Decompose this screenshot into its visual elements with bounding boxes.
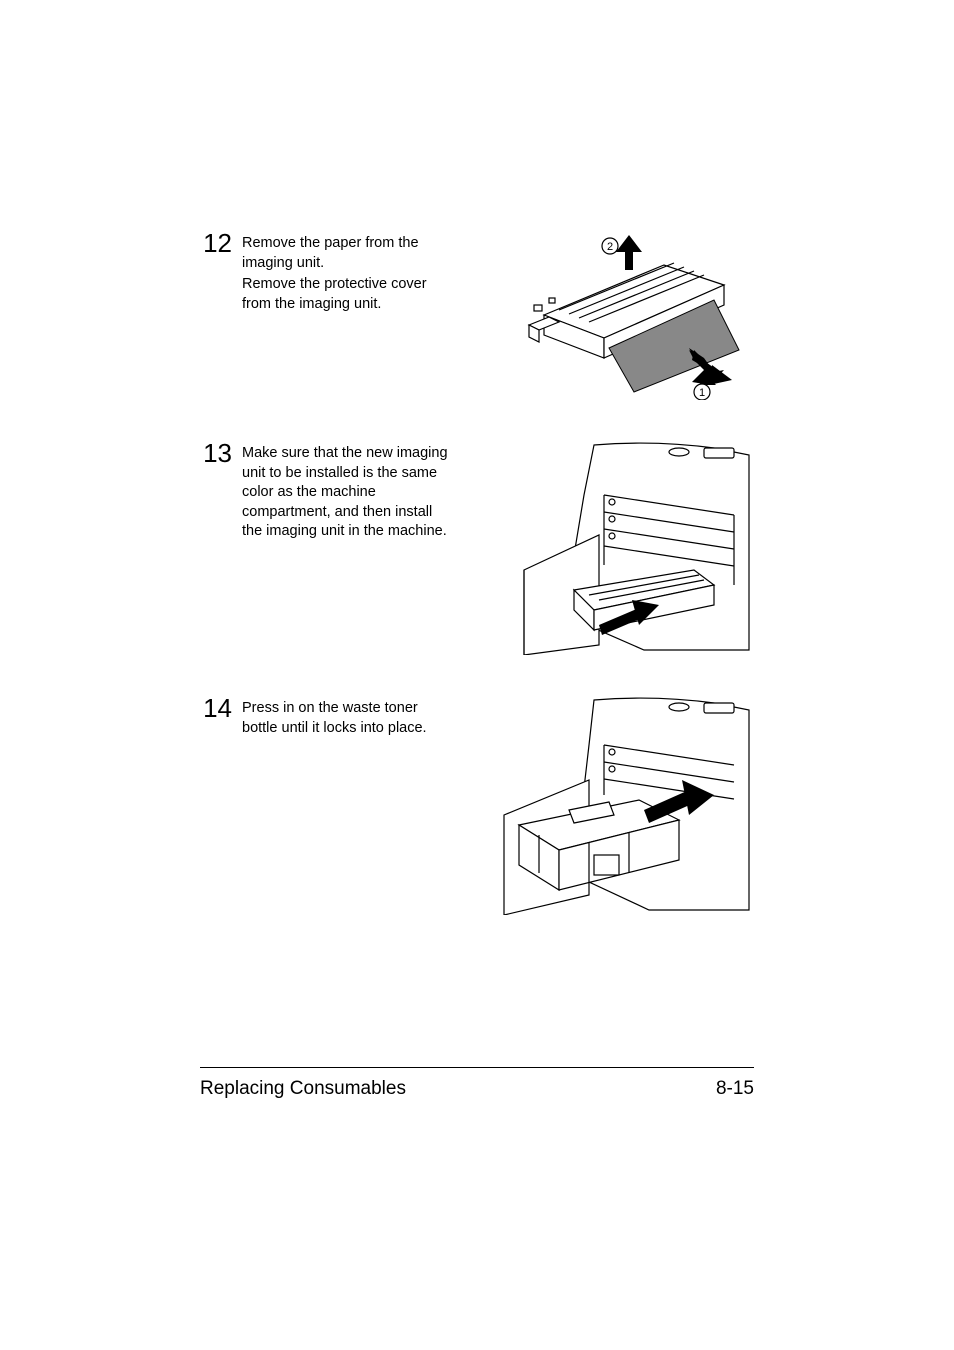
- page-footer: Replacing Consumables 8-15: [200, 1067, 754, 1100]
- step-text: Remove the paper from the imaging unit. …: [240, 230, 450, 316]
- footer-page-number: 8-15: [716, 1078, 754, 1100]
- footer-title: Replacing Consumables: [200, 1078, 406, 1100]
- step-line: Press in on the waste toner bottle until…: [242, 699, 450, 738]
- step-14: 14 Press in on the waste toner bottle un…: [200, 695, 754, 915]
- step-text: Press in on the waste toner bottle until…: [240, 695, 450, 740]
- manual-page: 12 Remove the paper from the imaging uni…: [0, 0, 954, 1350]
- step-illustration: [450, 440, 754, 655]
- step-line: Make sure that the new imaging unit to b…: [242, 444, 450, 542]
- callout-2-label: 2: [607, 241, 613, 253]
- footer-rule: [200, 1067, 754, 1068]
- step-13: 13 Make sure that the new imaging unit t…: [200, 440, 754, 655]
- step-12: 12 Remove the paper from the imaging uni…: [200, 230, 754, 400]
- step-number: 12: [200, 230, 240, 256]
- step-number: 13: [200, 440, 240, 466]
- step-text: Make sure that the new imaging unit to b…: [240, 440, 450, 544]
- step-illustration: [450, 695, 754, 915]
- callout-1-label: 1: [699, 387, 705, 399]
- step-number: 14: [200, 695, 240, 721]
- step-illustration: 2 1: [450, 230, 754, 400]
- step-line: Remove the protective cover from the ima…: [242, 275, 450, 314]
- step-line: Remove the paper from the imaging unit.: [242, 234, 450, 273]
